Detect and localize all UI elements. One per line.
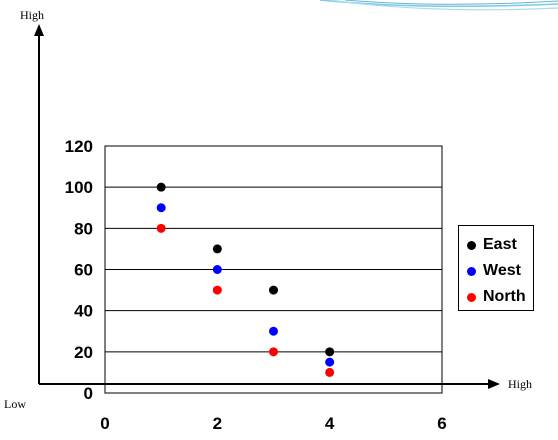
data-point-west xyxy=(325,357,335,367)
outer-y-arrow-icon xyxy=(34,24,44,36)
data-point-east xyxy=(156,182,166,192)
y-tick-label: 0 xyxy=(84,384,93,403)
legend-label-north: North xyxy=(483,288,526,305)
y-tick-labels: 0 20 40 60 80 100 120 xyxy=(65,137,93,403)
x-tick-label: 4 xyxy=(325,414,335,433)
outer-origin-low-label: Low xyxy=(4,397,26,411)
data-point-west xyxy=(269,326,278,336)
x-tick-labels: 0 2 4 6 xyxy=(100,414,446,433)
legend-label-east: East xyxy=(483,236,517,253)
y-tick-label: 20 xyxy=(74,343,93,362)
data-point-west xyxy=(212,265,222,274)
y-tick-label: 80 xyxy=(74,219,93,238)
decorative-wave xyxy=(319,0,558,11)
data-point-east xyxy=(212,244,222,254)
data-point-west xyxy=(156,203,166,213)
outer-y-high-label: High xyxy=(20,8,44,22)
data-points xyxy=(156,182,335,377)
plot-area-frame xyxy=(104,145,443,394)
data-point-east xyxy=(269,285,278,295)
legend-item-east: East xyxy=(467,233,517,257)
x-tick-label: 6 xyxy=(437,414,446,433)
data-point-north xyxy=(325,367,335,377)
legend-item-north: North xyxy=(467,285,526,309)
y-tick-label: 100 xyxy=(65,178,93,197)
y-tick-label: 120 xyxy=(65,137,93,156)
x-tick-label: 0 xyxy=(100,414,109,433)
data-point-north xyxy=(269,347,278,357)
legend-item-west: West xyxy=(467,259,521,283)
legend: East West North xyxy=(458,225,534,311)
data-point-east xyxy=(325,347,335,357)
data-point-north xyxy=(212,285,222,295)
legend-label-west: West xyxy=(483,262,521,279)
legend-marker-west xyxy=(467,266,476,276)
outer-x-high-label: High xyxy=(508,377,532,391)
legend-marker-east xyxy=(467,240,476,250)
y-tick-label: 40 xyxy=(74,302,93,321)
y-tick-label: 60 xyxy=(74,261,93,280)
outer-x-arrow-icon xyxy=(488,379,500,389)
x-tick-label: 2 xyxy=(213,414,222,433)
legend-marker-north xyxy=(467,292,476,302)
data-point-north xyxy=(156,223,166,233)
